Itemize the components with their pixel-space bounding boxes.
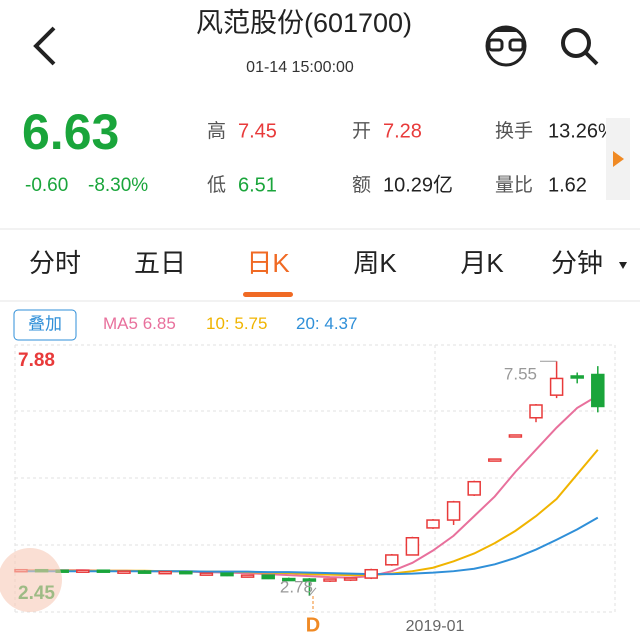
field-label: 量比 (495, 174, 533, 196)
subtitle: 01-14 15:00:00 (246, 59, 354, 76)
high-marker: 7.55 (504, 365, 537, 384)
tab[interactable]: 周K (353, 248, 397, 278)
candle-body (405, 537, 420, 556)
candle-body (220, 572, 234, 577)
side-arrow (613, 151, 624, 167)
title: 风范股份(601700) (196, 8, 412, 38)
date-label: 2019-01 (406, 618, 465, 635)
back-button[interactable] (33, 26, 56, 66)
ma-line (21, 516, 599, 576)
field-value: 7.45 (238, 120, 277, 142)
candle-body (282, 577, 296, 582)
dropdown-arrow (619, 262, 627, 269)
overlay-button[interactable] (13, 309, 77, 341)
candle-body (323, 578, 337, 582)
candle-body (488, 458, 502, 462)
field-label: 低 (207, 174, 226, 196)
tab[interactable]: 分时 (29, 248, 81, 278)
candle-body (385, 554, 399, 566)
float-button[interactable] (0, 548, 62, 612)
candle-body (302, 578, 317, 582)
field-value: 7.28 (383, 120, 422, 142)
tab[interactable]: 月K (460, 248, 504, 278)
field-label: 开 (352, 121, 371, 142)
candle-body (261, 574, 275, 580)
candle-body (446, 501, 461, 521)
candle-body (343, 577, 358, 581)
tab[interactable]: 分钟 (551, 248, 603, 278)
candle-body (179, 570, 193, 575)
low-marker: 2.78 (280, 577, 313, 596)
candle-body (240, 574, 255, 578)
candle-body (199, 572, 214, 576)
field-label: 高 (207, 120, 226, 142)
tab-underline (243, 292, 293, 297)
search-icon[interactable] (561, 28, 599, 66)
candle-body (117, 570, 131, 574)
event-marker[interactable]: D (306, 614, 320, 636)
legend-item: 20: 4.37 (296, 314, 357, 333)
tab[interactable]: 日K (246, 248, 290, 278)
candle-body (364, 568, 378, 579)
field-value: 6.51 (238, 174, 277, 196)
legend-item: MA5 6.85 (103, 314, 176, 333)
candle-body (508, 434, 523, 438)
candle-body (96, 569, 111, 573)
candle-body (591, 373, 605, 408)
field-value: 10.29亿 (383, 173, 453, 196)
field-label: 额 (352, 174, 371, 196)
price: 6.63 (22, 104, 119, 160)
price-max: 7.88 (18, 350, 55, 371)
field-value: 13.26% (548, 120, 616, 142)
candle-body (529, 404, 543, 419)
legend-item: 10: 5.75 (206, 314, 267, 333)
candle-body (158, 570, 172, 575)
overlay-button-label[interactable]: 叠加 (28, 314, 62, 333)
candle-body (137, 570, 152, 574)
candle-body (76, 569, 90, 573)
low-marker-line (309, 587, 317, 597)
change: -0.60 (25, 175, 68, 196)
candle-body (570, 375, 584, 379)
field-value: 1.62 (548, 174, 587, 196)
tab[interactable]: 五日 (134, 248, 186, 278)
avatar-icon[interactable] (485, 25, 527, 67)
candle-body (549, 377, 564, 396)
field-label: 换手 (495, 120, 533, 142)
change-pct: -8.30% (88, 175, 148, 196)
candle-body (426, 519, 440, 529)
candle-body (467, 480, 481, 496)
